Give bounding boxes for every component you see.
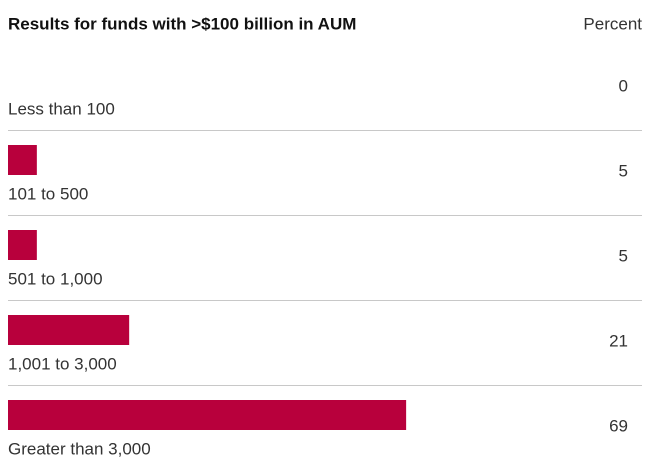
chart-title: Results for funds with >$100 billion in … (8, 14, 356, 33)
bar (8, 315, 130, 345)
bar (8, 145, 37, 175)
category-label: Less than 100 (8, 99, 115, 118)
category-label: 101 to 500 (8, 184, 88, 203)
bar (8, 400, 407, 430)
category-label: 1,001 to 3,000 (8, 354, 117, 373)
value-label: 69 (609, 416, 628, 435)
value-label: 5 (619, 246, 628, 265)
value-header: Percent (583, 14, 642, 33)
category-label: Greater than 3,000 (8, 439, 151, 458)
value-label: 0 (619, 76, 628, 95)
value-label: 21 (609, 331, 628, 350)
bar (8, 230, 37, 260)
value-label: 5 (619, 161, 628, 180)
category-label: 501 to 1,000 (8, 269, 103, 288)
